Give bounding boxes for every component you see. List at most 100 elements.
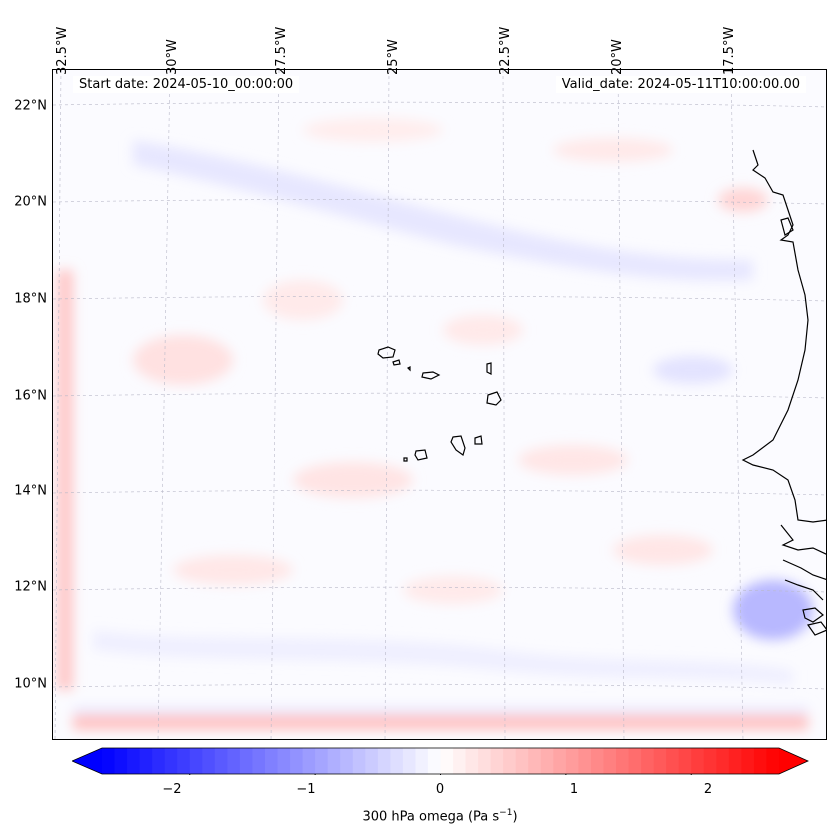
colorbar-segment xyxy=(139,748,153,774)
colorbar-segment xyxy=(578,748,592,774)
colorbar-segment xyxy=(703,748,717,774)
colorbar-outline xyxy=(72,747,809,775)
colorbar-segment xyxy=(540,748,554,774)
colorbar-segment xyxy=(264,748,279,774)
colorbar-segment xyxy=(528,748,542,774)
colorbar-segment xyxy=(290,748,304,774)
lat-label: 12°N xyxy=(14,579,47,595)
colorbar-segment xyxy=(753,748,767,774)
colorbar-segment xyxy=(202,748,216,774)
lat-label: 20°N xyxy=(14,194,47,210)
lon-label: 20°W xyxy=(610,39,625,75)
map-panel xyxy=(52,69,827,740)
negative-omega-cell xyxy=(733,580,813,640)
colorbar-segment xyxy=(365,748,379,774)
colorbar-segment xyxy=(415,748,429,774)
colorbar-segment xyxy=(327,748,341,774)
colorbar-segment xyxy=(152,748,166,774)
positive-omega-cell xyxy=(403,576,503,604)
colorbar-segment xyxy=(515,748,529,774)
omega-field-map xyxy=(53,70,826,739)
positive-omega-cell xyxy=(613,535,713,565)
colorbar-segment xyxy=(565,748,579,774)
colorbar-tick-label: −1 xyxy=(296,782,316,797)
south-boundary-positive-band xyxy=(73,715,808,730)
negative-omega-cell xyxy=(653,356,733,384)
colorbar-segment xyxy=(390,748,404,774)
positive-omega-cell xyxy=(303,118,443,142)
cape-verde-islands xyxy=(377,346,502,462)
colorbar-segment xyxy=(478,748,492,774)
colorbar-segment xyxy=(227,748,241,774)
africa-coastline xyxy=(741,149,826,523)
colorbar-segment xyxy=(352,748,366,774)
lat-label: 18°N xyxy=(14,291,47,307)
valid-date-label: Valid_date: 2024-05-11T10:00:00.00 xyxy=(555,76,806,93)
colorbar-segment xyxy=(603,748,617,774)
colorbar-segment xyxy=(490,748,504,774)
lon-label: 30°W xyxy=(165,39,180,75)
lon-label: 32.5°W xyxy=(55,26,70,75)
colorbar xyxy=(72,747,809,775)
lat-label: 10°N xyxy=(14,676,47,692)
negative-omega-band-south xyxy=(93,630,793,685)
colorbar-segment xyxy=(590,748,604,774)
colorbar-segment xyxy=(315,748,329,774)
lat-label: 14°N xyxy=(14,483,47,499)
colorbar-segment xyxy=(503,748,517,774)
colorbar-segment xyxy=(766,748,780,774)
positive-omega-cell xyxy=(173,555,293,585)
positive-omega-cell xyxy=(553,138,673,162)
colorbar-tick-label: 2 xyxy=(703,782,713,797)
colorbar-segment xyxy=(666,748,680,774)
lon-label: 25°W xyxy=(386,39,401,75)
positive-omega-cell xyxy=(263,280,343,320)
colorbar-segment xyxy=(377,748,391,774)
west-boundary-positive-band xyxy=(57,270,73,690)
colorbar-segment xyxy=(678,748,692,774)
colorbar-segment xyxy=(252,748,266,774)
colorbar-extend-low xyxy=(72,748,102,774)
colorbar-segment xyxy=(277,748,291,774)
positive-omega-cell xyxy=(518,445,628,475)
colorbar-segment xyxy=(239,748,253,774)
colorbar-segment xyxy=(691,748,705,774)
lon-label: 27.5°W xyxy=(274,26,289,75)
colorbar-label: 300 hPa omega (Pa s−1) xyxy=(362,808,518,825)
lat-label: 16°N xyxy=(14,388,47,404)
colorbar-tick-label: 0 xyxy=(435,782,445,797)
colorbar-segment xyxy=(453,748,467,774)
colorbar-segment xyxy=(616,748,630,774)
lat-label: 22°N xyxy=(14,98,47,114)
lon-label: 22.5°W xyxy=(498,26,513,75)
colorbar-segment xyxy=(653,748,667,774)
colorbar-segment xyxy=(427,748,441,774)
colorbar-segment xyxy=(465,748,479,774)
colorbar-segment xyxy=(340,748,354,774)
coastline xyxy=(741,149,826,636)
colorbar-extend-high xyxy=(779,748,808,774)
positive-omega-cell xyxy=(718,188,768,212)
colorbar-segment xyxy=(114,748,128,774)
colorbar-tick-label: −2 xyxy=(162,782,182,797)
colorbar-segment xyxy=(741,748,755,774)
colorbar-segment xyxy=(641,748,655,774)
gridlines xyxy=(53,70,826,739)
colorbar-segment xyxy=(728,748,742,774)
colorbar-segment xyxy=(402,748,416,774)
colorbar-segment xyxy=(302,748,316,774)
colorbar-segment xyxy=(553,748,567,774)
colorbar-segment xyxy=(164,748,178,774)
colorbar-tick-label: 1 xyxy=(569,782,579,797)
omega-field xyxy=(57,118,813,730)
colorbar-segment xyxy=(214,748,228,774)
positive-omega-cell xyxy=(293,462,413,498)
colorbar-segment xyxy=(177,748,191,774)
colorbar-segment xyxy=(189,748,203,774)
colorbar-segment xyxy=(102,748,116,774)
positive-omega-cell xyxy=(443,315,523,345)
colorbar-segment xyxy=(127,748,141,774)
colorbar-segment xyxy=(716,748,730,774)
colorbar-segment xyxy=(628,748,642,774)
colorbar-segment xyxy=(440,748,454,774)
